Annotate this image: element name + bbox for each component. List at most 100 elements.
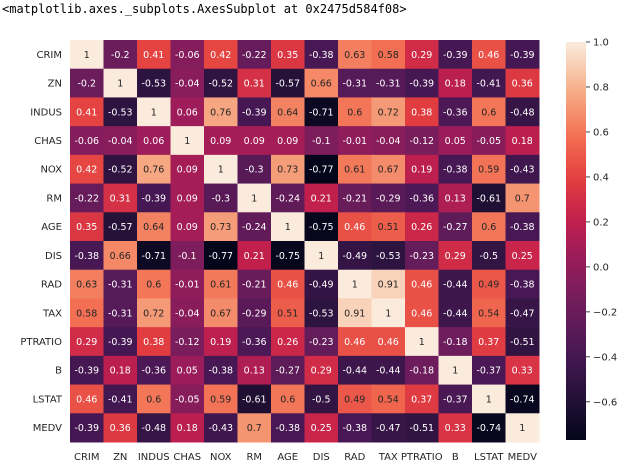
cell-value-label: -0.2 bbox=[77, 79, 96, 90]
cell-value-label: 0.72 bbox=[143, 308, 164, 319]
heatmap-cell bbox=[304, 269, 339, 299]
heatmap-cell bbox=[338, 241, 372, 271]
cell-value-label: 1 bbox=[519, 423, 525, 434]
cell-value-label: -0.22 bbox=[242, 50, 267, 61]
heatmap-cell bbox=[271, 355, 305, 386]
cell-value-label: -0.5 bbox=[479, 251, 498, 262]
cell-value-label: 0.46 bbox=[344, 222, 365, 233]
heatmap-cell bbox=[338, 40, 372, 70]
x-tick-label: CHAS bbox=[173, 452, 201, 463]
heatmap-cell bbox=[170, 97, 205, 127]
heatmap-cell bbox=[271, 154, 305, 185]
heatmap-cell bbox=[405, 40, 439, 70]
cell-value-label: -0.04 bbox=[175, 79, 200, 90]
heatmap-cell bbox=[438, 154, 473, 185]
cell-value-label: 0.7 bbox=[247, 423, 262, 434]
heatmap-cell bbox=[137, 154, 171, 185]
heatmap-cell bbox=[204, 384, 238, 414]
heatmap-cell bbox=[304, 327, 339, 357]
cell-value-label: -0.24 bbox=[275, 193, 300, 204]
cell-value-label: -0.12 bbox=[175, 337, 200, 348]
y-tick-label: LSTAT bbox=[33, 394, 63, 405]
cell-value-label: -0.49 bbox=[309, 280, 334, 291]
cell-value-label: -0.39 bbox=[510, 50, 535, 61]
cell-value-label: -0.31 bbox=[108, 308, 133, 319]
heatmap-cell bbox=[438, 241, 473, 271]
heatmap-cell bbox=[304, 183, 339, 213]
heatmap-cell bbox=[371, 355, 406, 386]
heatmap-cell bbox=[170, 298, 205, 328]
heatmap-cell bbox=[304, 97, 339, 127]
cell-value-label: 0.33 bbox=[445, 423, 466, 434]
cell-value-label: 0.19 bbox=[210, 337, 231, 348]
cell-value-label: 0.63 bbox=[76, 280, 97, 291]
cell-value-label: -0.57 bbox=[275, 79, 300, 90]
heatmap-cell bbox=[103, 40, 138, 70]
cell-value-label: 0.36 bbox=[110, 423, 131, 434]
cell-value-label: 0.58 bbox=[378, 50, 399, 61]
heatmap-cell bbox=[70, 413, 104, 443]
cell-value-label: -0.47 bbox=[376, 423, 401, 434]
heatmap-cell bbox=[70, 40, 104, 70]
heatmap-cell bbox=[304, 384, 339, 414]
heatmap-cell bbox=[505, 40, 540, 70]
heatmap-cell bbox=[304, 298, 339, 328]
cell-value-label: -0.18 bbox=[443, 337, 468, 348]
cell-value-label: -0.39 bbox=[443, 50, 468, 61]
heatmap-cell bbox=[505, 212, 540, 242]
colorbar-tick-label: 0.4 bbox=[593, 172, 609, 183]
cell-value-label: 0.18 bbox=[445, 79, 466, 90]
heatmap-cell bbox=[338, 269, 372, 299]
heatmap-cell bbox=[137, 183, 171, 213]
heatmap-cell bbox=[271, 183, 305, 213]
heatmap-cell bbox=[103, 413, 138, 443]
cell-value-label: -0.43 bbox=[208, 423, 233, 434]
heatmap-cell bbox=[204, 327, 238, 357]
heatmap-cell bbox=[505, 126, 540, 156]
cell-value-label: 1 bbox=[385, 308, 391, 319]
cell-value-label: -0.29 bbox=[376, 193, 401, 204]
heatmap-cell bbox=[70, 212, 104, 242]
cell-value-label: 0.05 bbox=[445, 136, 466, 147]
heatmap-cell bbox=[237, 40, 272, 70]
heatmap-cell bbox=[204, 355, 238, 386]
heatmap-cell bbox=[405, 355, 439, 386]
colorbar-tick-label: 0.0 bbox=[593, 262, 609, 273]
heatmap-cell bbox=[304, 413, 339, 443]
cell-value-label: -0.3 bbox=[211, 193, 230, 204]
y-tick-labels: CRIM ZN INDUS CHAS NOX RM AGE DIS RAD TAX PTRATIO B… bbox=[20, 50, 63, 434]
heatmap-cell bbox=[271, 384, 305, 414]
heatmap-cell bbox=[237, 126, 272, 156]
cell-value-label: 0.13 bbox=[445, 193, 466, 204]
cell-value-label: 0.18 bbox=[512, 136, 533, 147]
cell-value-label: -0.71 bbox=[309, 107, 334, 118]
heatmap-cell bbox=[170, 212, 205, 242]
x-tick-label: NOX bbox=[210, 452, 232, 463]
heatmap-cell bbox=[405, 154, 439, 185]
heatmap-cell bbox=[103, 269, 138, 299]
cell-value-label: 0.42 bbox=[76, 165, 97, 176]
cell-value-label: 0.59 bbox=[210, 394, 231, 405]
cell-value-label: 0.46 bbox=[277, 280, 298, 291]
cell-value-label: 0.38 bbox=[143, 337, 164, 348]
cell-value-label: 0.6 bbox=[481, 107, 496, 118]
cell-value-label: -0.38 bbox=[275, 423, 300, 434]
heatmap-cell bbox=[204, 183, 238, 213]
cell-value-label: 0.09 bbox=[277, 136, 298, 147]
cell-value-label: 0.31 bbox=[110, 193, 131, 204]
heatmap-cell bbox=[237, 413, 272, 443]
heatmap-cell bbox=[438, 413, 473, 443]
cell-value-label: -0.2 bbox=[111, 50, 130, 61]
cell-value-label: 0.76 bbox=[143, 165, 164, 176]
heatmap-cell bbox=[103, 241, 138, 271]
heatmap-cell bbox=[472, 269, 506, 299]
heatmap-cell bbox=[505, 355, 540, 386]
x-tick-labels: CRIM ZN INDUS CHAS NOX RM AGE DIS RAD TAX PTRATIO B… bbox=[74, 452, 537, 463]
heatmap-cell bbox=[405, 241, 439, 271]
cell-value-label: -0.52 bbox=[208, 79, 233, 90]
cell-value-label: 0.18 bbox=[110, 366, 131, 377]
cell-value-label: -0.44 bbox=[443, 308, 468, 319]
cell-value-label: -0.38 bbox=[510, 222, 535, 233]
heatmap-cell bbox=[137, 97, 171, 127]
